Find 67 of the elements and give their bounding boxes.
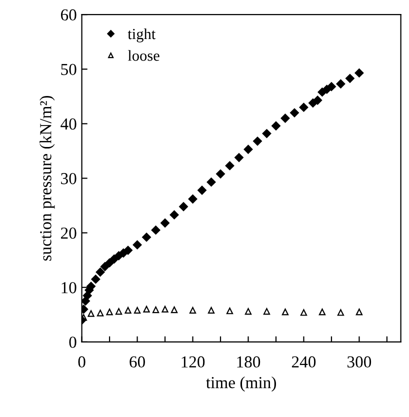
point — [189, 306, 196, 314]
point — [234, 153, 244, 162]
legend-label: loose — [128, 50, 160, 61]
y-tick-label: 10 — [62, 282, 76, 294]
point — [326, 82, 336, 92]
point — [110, 254, 119, 264]
point — [143, 306, 150, 313]
point — [142, 232, 152, 242]
x-tick-label: 240 — [292, 356, 316, 368]
point — [115, 308, 122, 315]
point — [96, 268, 105, 277]
point — [336, 79, 346, 88]
point — [188, 194, 198, 204]
x-tick-label: 180 — [237, 356, 260, 368]
point — [82, 296, 90, 306]
x-tick-label: 300 — [348, 356, 372, 368]
point — [170, 210, 179, 220]
y-tick-label: 20 — [61, 228, 76, 239]
point — [216, 169, 225, 178]
y-tick-label: 30 — [61, 172, 76, 184]
point — [170, 306, 178, 314]
point — [318, 308, 326, 316]
y-tick-label: 60 — [60, 9, 76, 21]
point — [88, 310, 94, 317]
point — [337, 309, 344, 316]
point — [96, 310, 104, 316]
point — [272, 121, 280, 130]
x-tick-label: 60 — [130, 356, 145, 368]
point — [244, 144, 253, 154]
point — [206, 178, 216, 187]
point — [280, 114, 290, 123]
point — [162, 306, 168, 313]
point — [356, 308, 363, 316]
x-tick-label: 0 — [78, 356, 86, 368]
point — [262, 129, 272, 138]
point — [263, 308, 270, 315]
y-tick-label: 40 — [60, 118, 76, 130]
point — [124, 246, 133, 255]
point — [152, 306, 160, 314]
point — [354, 68, 364, 78]
point — [132, 240, 142, 250]
y-axis-title: suction pressure (kN/m²) — [40, 96, 55, 261]
point — [208, 306, 215, 314]
point — [282, 308, 289, 316]
point — [300, 309, 308, 316]
point — [225, 161, 234, 170]
point — [179, 202, 188, 212]
point — [313, 96, 322, 105]
x-tick-label: 120 — [182, 356, 205, 368]
point — [124, 306, 132, 314]
point — [134, 306, 141, 314]
point — [106, 308, 113, 316]
point — [91, 274, 100, 284]
point — [253, 136, 262, 146]
point — [290, 108, 299, 118]
y-tick-label: 0 — [69, 336, 76, 348]
x-axis-title: time (min) — [206, 376, 276, 392]
point — [345, 74, 354, 83]
point — [226, 308, 234, 314]
point — [244, 308, 252, 315]
point — [198, 186, 206, 195]
legend-label: tight — [128, 28, 156, 42]
point — [299, 102, 308, 112]
point — [105, 258, 114, 268]
point — [160, 218, 170, 228]
point — [151, 226, 160, 235]
y-tick-label: 50 — [61, 64, 76, 76]
